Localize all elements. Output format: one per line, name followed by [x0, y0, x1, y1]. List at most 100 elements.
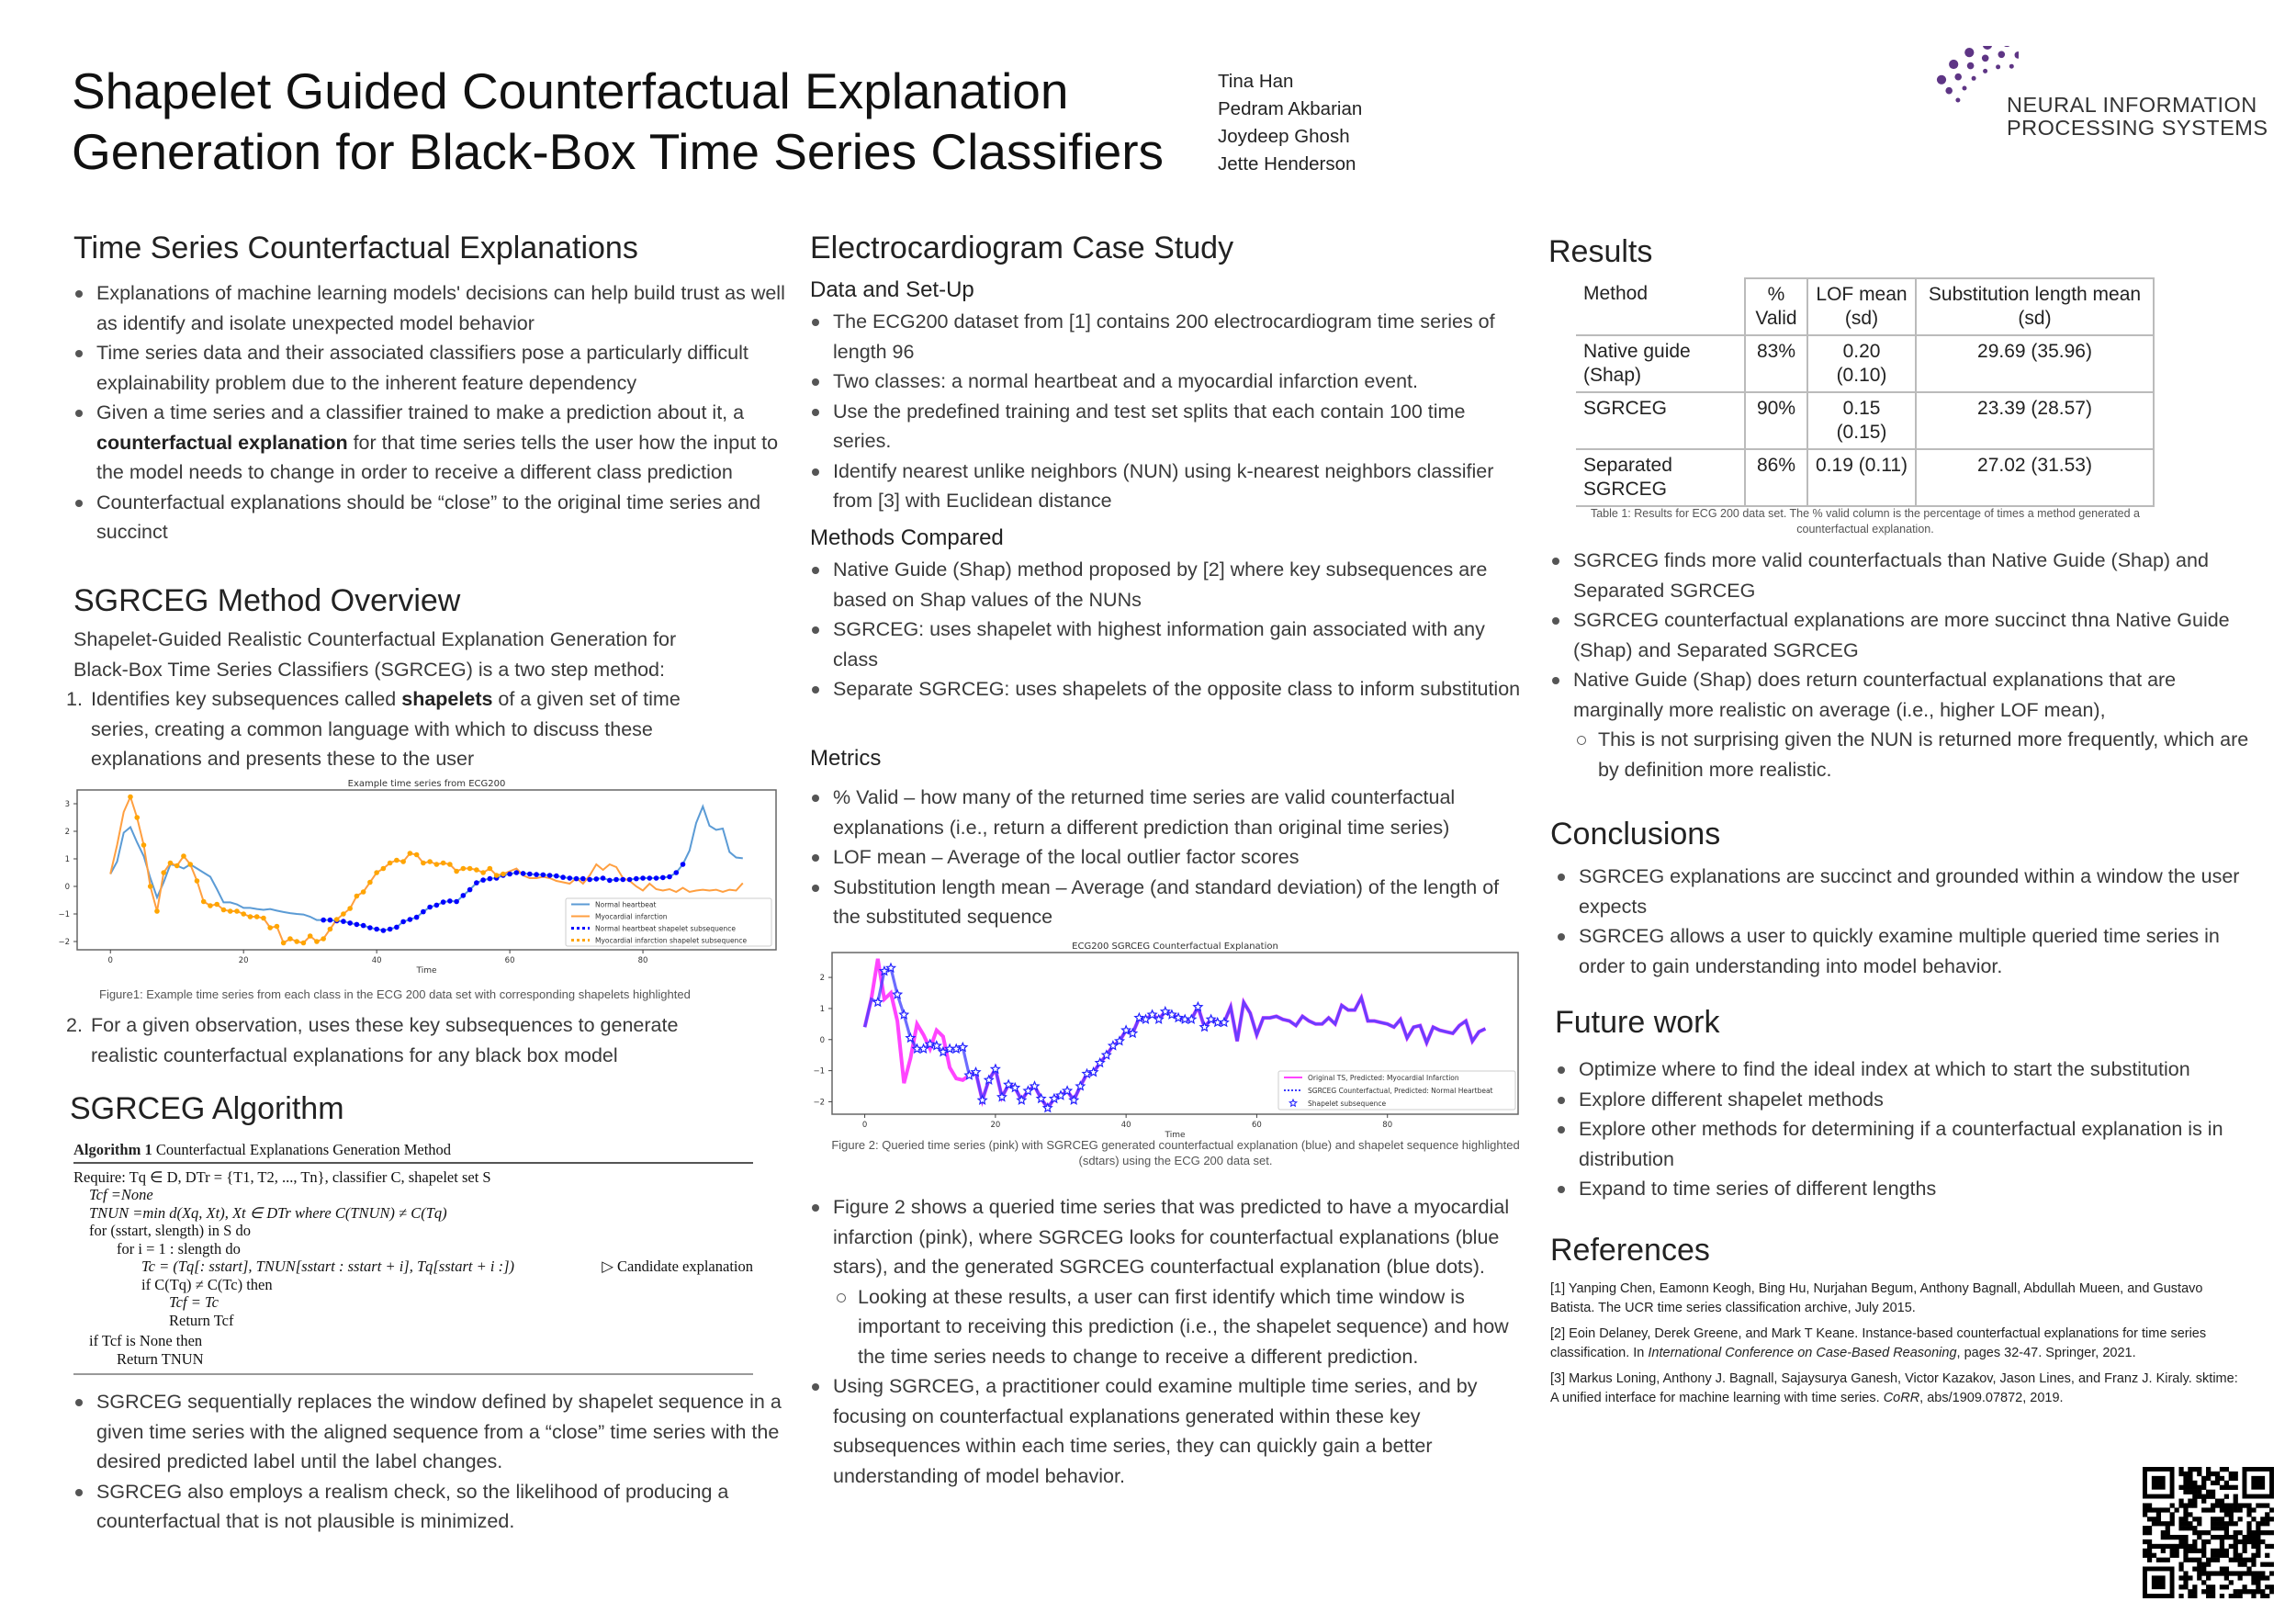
qr-module — [2219, 1526, 2225, 1531]
qr-module — [2201, 1552, 2207, 1558]
qr-module — [2183, 1552, 2189, 1558]
qr-module — [2178, 1539, 2184, 1545]
qr-module — [2265, 1530, 2270, 1536]
section-heading: References — [1550, 1233, 1710, 1268]
shapelet-point-marker — [573, 875, 580, 882]
shapelet-star-marker — [1094, 1056, 1106, 1068]
qr-module — [2228, 1543, 2234, 1550]
qr-module — [2228, 1571, 2234, 1576]
legend-label: Myocardial infarction shapelet subsequen… — [595, 937, 748, 945]
qr-module — [2269, 1530, 2274, 1536]
qr-module — [2223, 1521, 2229, 1527]
neurips-logo-mark-icon — [1936, 46, 2019, 103]
qr-module — [2242, 1539, 2247, 1545]
qr-module — [2214, 1521, 2221, 1527]
shapelet-point-marker — [667, 874, 672, 880]
logo-dot — [1966, 62, 1975, 70]
qr-module — [2201, 1539, 2207, 1545]
shapelet-point-marker — [454, 898, 459, 905]
qr-module — [2143, 1503, 2148, 1508]
shapelet-point-marker — [380, 865, 387, 872]
qr-module — [2219, 1585, 2225, 1590]
legend-label: Normal heartbeat — [595, 901, 656, 909]
qr-module — [2246, 1503, 2252, 1508]
qr-module — [2251, 1534, 2257, 1540]
shapelet-point-marker — [360, 922, 366, 929]
qr-module — [2192, 1594, 2198, 1598]
qr-module — [2210, 1594, 2216, 1598]
shapelet-star-marker — [951, 1043, 962, 1054]
qr-module — [2210, 1517, 2216, 1522]
qr-module — [2265, 1521, 2270, 1527]
qr-module — [2233, 1534, 2238, 1540]
shapelet-point-marker — [220, 907, 227, 913]
shapelet-star-marker — [1199, 1021, 1210, 1032]
legend-label: Myocardial infarction — [595, 913, 668, 921]
chart-title: Example time series from ECG200 — [348, 779, 506, 789]
qr-module — [2223, 1548, 2229, 1553]
qr-module — [2151, 1507, 2157, 1513]
qr-module — [2197, 1521, 2202, 1527]
bullet-item: Native Guide (Shap) method proposed by [… — [808, 555, 1525, 615]
qr-module — [2256, 1503, 2261, 1508]
qr-module — [2246, 1571, 2252, 1576]
qr-module — [2169, 1534, 2175, 1540]
qr-module — [2214, 1557, 2221, 1562]
legend-box — [565, 897, 772, 947]
conclusions-bullets: SGRCEG explanations are succinct and gro… — [1554, 862, 2261, 981]
qr-module — [2197, 1494, 2202, 1499]
qr-module — [2201, 1543, 2207, 1550]
shapelet-star-marker — [1009, 1081, 1021, 1093]
qr-module — [2228, 1503, 2234, 1508]
shapelet-point-marker — [347, 920, 353, 926]
subsection-heading: Methods Compared — [810, 525, 1004, 550]
qr-module — [2269, 1562, 2274, 1567]
qr-module — [2192, 1585, 2198, 1590]
qr-module — [2265, 1543, 2270, 1550]
qr-module — [2169, 1552, 2175, 1558]
table-header: Method — [1576, 278, 1746, 336]
qr-module — [2251, 1594, 2257, 1598]
qr-module — [2174, 1507, 2179, 1513]
qr-module — [2237, 1571, 2243, 1576]
shapelet-point-marker — [626, 876, 633, 883]
shapelet-point-marker — [347, 906, 353, 911]
shapelet-point-marker — [200, 898, 207, 905]
qr-module — [2192, 1517, 2198, 1522]
qr-module — [2165, 1543, 2170, 1550]
bullet-item: Expand to time series of different lengt… — [1554, 1174, 2261, 1204]
qr-module — [2146, 1503, 2153, 1508]
author: Jette Henderson — [1218, 153, 1356, 175]
qr-module — [2228, 1507, 2234, 1513]
qr-module — [2269, 1507, 2274, 1513]
qr-module — [2197, 1467, 2202, 1472]
shapelet-star-marker — [1114, 1035, 1126, 1046]
qr-module — [2237, 1552, 2243, 1558]
qr-module — [2219, 1498, 2225, 1504]
qr-module — [2260, 1521, 2266, 1527]
qr-module — [2251, 1543, 2257, 1550]
qr-module — [2233, 1594, 2238, 1598]
qr-module — [2237, 1539, 2243, 1545]
qr-code[interactable] — [2143, 1467, 2274, 1598]
shapelet-star-marker — [878, 964, 890, 976]
figure2-caption: Figure 2: Queried time series (pink) wit… — [831, 1138, 1520, 1167]
logo-dot — [2014, 51, 2019, 59]
qr-module — [2201, 1498, 2207, 1504]
plot-frame — [76, 789, 777, 951]
algo-line: Require: Tq ∈ D, DTr = {T1, T2, ..., Tn}… — [73, 1167, 491, 1186]
shapelet-star-marker — [1041, 1101, 1053, 1113]
qr-module — [2233, 1521, 2238, 1527]
qr-module — [2210, 1534, 2216, 1540]
qr-module — [2223, 1467, 2229, 1472]
bullet-item: Optimize where to find the ideal index a… — [1554, 1054, 2261, 1085]
qr-module — [2197, 1562, 2202, 1567]
table-header-row: Method % Valid LOF mean (sd) Substitutio… — [1576, 277, 2155, 336]
qr-module — [2178, 1566, 2184, 1572]
qr-module — [2219, 1503, 2225, 1508]
qr-module — [2251, 1571, 2257, 1576]
qr-module — [2233, 1548, 2238, 1553]
qr-module — [2192, 1539, 2198, 1545]
qr-module — [2223, 1552, 2229, 1558]
shapelet-point-marker — [567, 875, 573, 881]
